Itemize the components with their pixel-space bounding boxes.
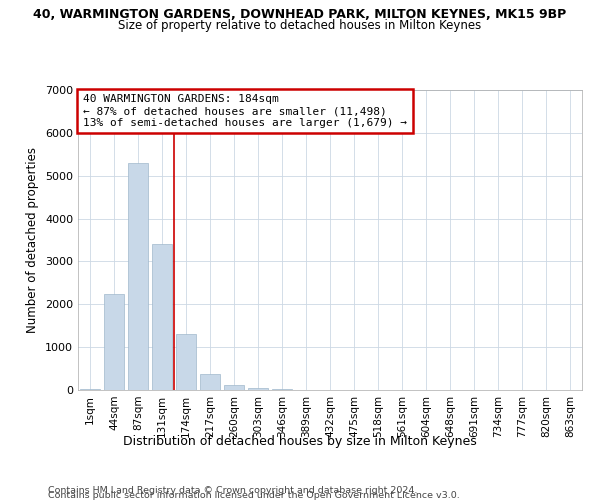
Bar <box>128 163 148 390</box>
Text: 40 WARMINGTON GARDENS: 184sqm
← 87% of detached houses are smaller (11,498)
13% : 40 WARMINGTON GARDENS: 184sqm ← 87% of d… <box>83 94 407 128</box>
Bar <box>248 388 268 390</box>
Text: Contains public sector information licensed under the Open Government Licence v3: Contains public sector information licen… <box>48 491 460 500</box>
Text: Size of property relative to detached houses in Milton Keynes: Size of property relative to detached ho… <box>118 19 482 32</box>
Text: Distribution of detached houses by size in Milton Keynes: Distribution of detached houses by size … <box>123 434 477 448</box>
Text: 40, WARMINGTON GARDENS, DOWNHEAD PARK, MILTON KEYNES, MK15 9BP: 40, WARMINGTON GARDENS, DOWNHEAD PARK, M… <box>34 8 566 20</box>
Y-axis label: Number of detached properties: Number of detached properties <box>26 147 40 333</box>
Bar <box>200 374 220 390</box>
Bar <box>224 385 244 390</box>
Bar <box>152 244 172 390</box>
Bar <box>80 388 100 390</box>
Text: Contains HM Land Registry data © Crown copyright and database right 2024.: Contains HM Land Registry data © Crown c… <box>48 486 418 495</box>
Bar <box>176 334 196 390</box>
Bar <box>272 389 292 390</box>
Bar <box>104 294 124 390</box>
